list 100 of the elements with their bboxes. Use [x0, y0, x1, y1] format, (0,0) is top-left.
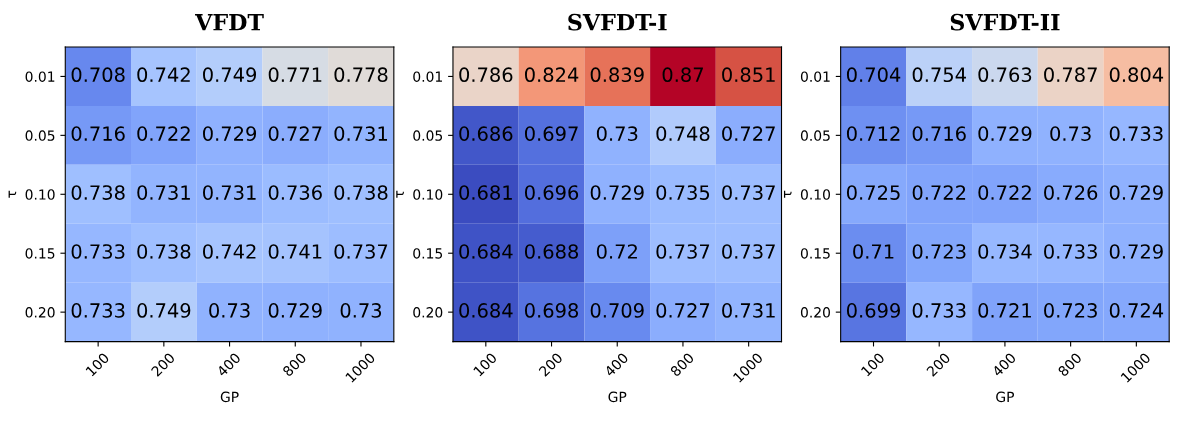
x-tick-label: 400	[216, 352, 242, 378]
y-axis-title: τ	[8, 190, 17, 198]
x-axis-title: GP	[608, 391, 627, 403]
chart-title: VFDT	[195, 14, 264, 31]
data-label: 0.738	[334, 185, 388, 200]
x-tick-label: 100	[472, 352, 498, 377]
x-tick-label: 800	[1057, 352, 1083, 377]
data-label: 0.731	[203, 185, 256, 200]
chart-title: SVFDT-II	[950, 13, 1060, 31]
x-axis-title: GP	[996, 391, 1015, 403]
data-label: 0.748	[656, 126, 710, 141]
data-label: 0.851	[722, 67, 775, 83]
data-label: 0.73	[1050, 126, 1091, 141]
data-label: 0.716	[71, 126, 125, 141]
data-label: 0.704	[846, 67, 901, 83]
data-label: 0.733	[1044, 244, 1097, 259]
data-label: 0.733	[912, 303, 966, 318]
data-label: 0.729	[268, 303, 322, 318]
data-label: 0.729	[1109, 185, 1163, 200]
data-label: 0.725	[846, 185, 900, 200]
data-label: 0.688	[524, 244, 579, 259]
data-label: 0.824	[524, 67, 579, 83]
data-label: 0.754	[912, 67, 966, 83]
y-tick-label: 0.01	[25, 71, 55, 82]
data-label: 0.729	[203, 126, 257, 141]
y-tick-label: 0.15	[25, 248, 55, 259]
data-label: 0.733	[71, 303, 125, 318]
data-label: 0.684	[459, 303, 513, 318]
data-label: 0.804	[1109, 67, 1164, 83]
data-label: 0.786	[459, 67, 513, 83]
y-tick-label: 0.20	[413, 307, 443, 318]
data-label: 0.787	[1044, 67, 1097, 83]
data-label: 0.681	[459, 185, 512, 200]
data-label: 0.729	[590, 185, 644, 200]
data-label: 0.73	[209, 303, 250, 318]
data-label: 0.699	[846, 303, 900, 318]
data-label: 0.697	[524, 126, 578, 141]
data-label: 0.737	[334, 244, 388, 259]
data-label: 0.72	[596, 244, 637, 259]
data-label: 0.73	[340, 303, 382, 318]
x-tick-label: 400	[991, 352, 1017, 378]
data-label: 0.727	[656, 303, 710, 318]
data-label: 0.73	[596, 126, 638, 141]
data-label: 0.734	[978, 244, 1032, 259]
data-label: 0.778	[334, 67, 388, 83]
data-label: 0.729	[978, 126, 1032, 141]
y-tick-label: 0.20	[800, 307, 831, 318]
data-label: 0.723	[1044, 303, 1097, 318]
y-tick-label: 0.15	[413, 248, 443, 259]
data-label: 0.733	[1109, 126, 1163, 141]
data-label: 0.709	[590, 303, 644, 318]
data-label: 0.722	[978, 185, 1031, 200]
y-tick-label: 0.10	[413, 189, 443, 200]
y-tick-label: 0.20	[25, 307, 55, 318]
y-tick-label: 0.05	[800, 130, 830, 141]
data-label: 0.742	[137, 67, 190, 83]
y-tick-label: 0.01	[800, 71, 830, 82]
data-label: 0.716	[912, 126, 966, 141]
y-axis-title: τ	[396, 190, 404, 198]
data-label: 0.771	[268, 67, 322, 83]
data-label: 0.71	[853, 244, 894, 259]
data-label: 0.733	[71, 244, 125, 259]
data-label: 0.87	[662, 67, 703, 83]
data-label: 0.712	[846, 126, 900, 141]
data-label: 0.731	[334, 126, 388, 141]
data-label: 0.727	[268, 126, 322, 141]
data-label: 0.721	[978, 303, 1031, 318]
data-label: 0.763	[978, 67, 1032, 83]
data-label: 0.737	[722, 185, 775, 200]
data-label: 0.724	[1109, 303, 1164, 318]
y-tick-label: 0.10	[800, 189, 831, 200]
data-label: 0.737	[722, 244, 775, 259]
x-axis-title: GP	[220, 391, 239, 403]
y-tick-label: 0.05	[413, 130, 443, 141]
data-label: 0.708	[71, 67, 125, 83]
data-label: 0.684	[459, 244, 513, 259]
data-label: 0.735	[656, 185, 710, 200]
y-tick-label: 0.15	[800, 248, 830, 259]
y-tick-label: 0.10	[25, 189, 55, 200]
chart-title: SVFDT-I	[568, 13, 667, 31]
data-label: 0.727	[722, 126, 775, 141]
x-tick-label: 800	[281, 352, 307, 377]
y-tick-label: 0.05	[25, 130, 55, 141]
data-label: 0.723	[912, 244, 966, 259]
data-label: 0.749	[203, 67, 257, 83]
data-label: 0.749	[137, 303, 191, 318]
data-label: 0.696	[524, 185, 579, 200]
data-label: 0.722	[912, 185, 966, 200]
x-tick-label: 100	[85, 352, 110, 377]
data-label: 0.731	[137, 185, 190, 200]
data-label: 0.738	[71, 185, 125, 200]
data-label: 0.741	[268, 244, 322, 259]
data-label: 0.729	[1109, 244, 1163, 259]
data-label: 0.839	[590, 67, 644, 83]
data-label: 0.698	[524, 303, 579, 318]
x-tick-label: 100	[860, 352, 886, 377]
data-label: 0.722	[137, 126, 190, 141]
data-label: 0.731	[722, 303, 775, 318]
x-tick-label: 400	[603, 352, 629, 378]
data-label: 0.738	[137, 244, 191, 259]
